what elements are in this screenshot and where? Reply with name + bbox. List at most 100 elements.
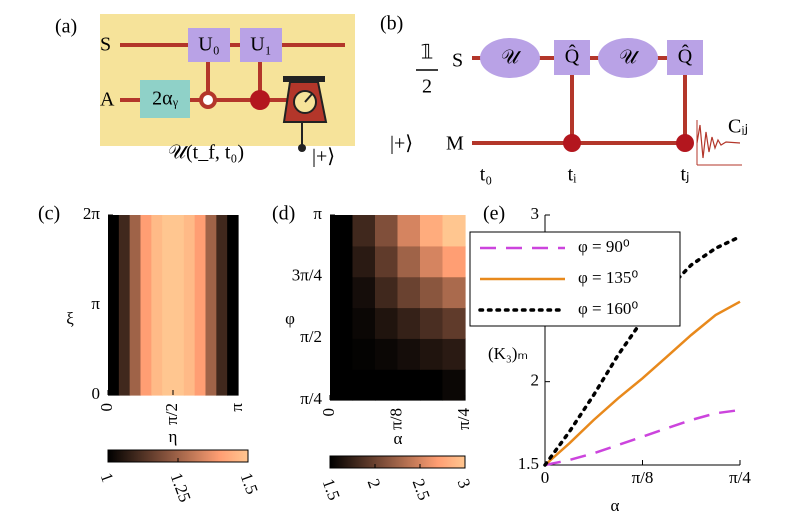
diagram-b: (b) 𝟙 2 S |+⟩ M 𝒰 Q̂ 𝒰 Q̂ t₀ tᵢ tⱼ Cᵢⱼ [380,13,748,186]
heat-cell [397,245,421,278]
panel-label: (e) [483,203,505,225]
panel-label: (a) [55,16,77,38]
heat-cell [173,215,185,396]
heat-cell [397,338,421,370]
heat-cell [375,245,399,278]
heat-cell [216,215,228,396]
gate-label: Q̂ [565,44,580,68]
qubit-label: S [100,34,111,56]
y-axis-label: φ [285,309,295,328]
panel-label: (c) [38,203,60,225]
gate [554,40,590,75]
heat-cell [420,338,444,370]
heat-cell [397,215,421,247]
x-tick-label: 0 [319,408,338,417]
y-axis-label: (K₃)ₘ [488,344,528,363]
x-axis-label: α [611,496,620,515]
heat-cell [397,369,421,401]
meter-dot [298,144,306,152]
heat-cell [352,245,376,278]
y-axis-label: ξ [66,309,74,328]
qubit-label: A [100,89,115,111]
heat-cell [352,369,376,401]
caption: 𝒰(t_f, t₀) [168,142,244,164]
control-filled [563,134,581,152]
y-tick-label: 1.5 [518,454,539,473]
control-filled [250,90,270,110]
qubit-label: M [446,133,464,155]
heat-cell [420,276,444,309]
y-tick-label: π/2 [300,327,322,346]
gate [598,38,658,78]
heat-cell [442,307,466,339]
heat-cell [420,307,444,339]
heat-cell [442,338,466,370]
y-tick-label: 2π [83,204,101,223]
legend-label: φ = 135⁰ [578,268,638,287]
time-label: tⱼ [680,164,689,186]
heat-cell [118,215,131,396]
control-open [199,91,217,109]
heat-cell [442,276,466,309]
gate [240,28,282,62]
heat-cell [375,307,399,339]
gate-label: 𝒰 [501,47,522,69]
gate [480,38,540,78]
heat-cell [442,245,466,278]
heat-cell [194,215,207,396]
gate-label: 𝒰 [619,47,640,69]
y-tick-label: 0 [92,384,101,403]
diagram-a: (a) S A U₀ U₁ 2αᵧ 𝒰(t_f, t₀) |+⟩ [55,14,355,168]
heat-cell [330,338,354,370]
state-label: |+⟩ [390,133,413,155]
line-series [544,408,741,467]
heat-cell [420,245,444,278]
heat-cell [397,276,421,309]
legend-label: φ = 160⁰ [578,299,638,318]
control-filled [676,134,694,152]
qubit-label: S [452,50,463,72]
legend-label: φ = 90⁰ [578,237,630,256]
x-tick-label: π/8 [386,408,405,430]
heat-cell [330,276,354,309]
heat-cell [352,338,376,370]
heat-cell [227,215,239,396]
signal [696,124,741,159]
heat-cell [330,245,354,278]
panel-label: (b) [380,13,403,35]
heat-cell [375,369,399,401]
panel-label: (d) [272,203,295,225]
gate-label: U₀ [198,34,219,56]
x-axis-label: η [169,427,178,446]
gate [667,40,703,75]
heat-cell [330,307,354,339]
x-tick-label: π [227,403,246,412]
x-tick-label: 0 [541,468,550,487]
state-label: |+⟩ [312,146,335,168]
heat-cell [375,215,399,247]
y-tick-label: π/4 [300,389,322,408]
x-tick-label: π/8 [632,468,654,487]
heat-cell [397,307,421,339]
heat-cell [108,215,120,396]
y-tick-label: 3π/4 [292,266,323,285]
y-tick-label: 2 [531,371,540,390]
heat-cell [375,276,399,309]
prefactor: 𝟙 [421,42,434,64]
gate-label: Q̂ [678,44,693,68]
gate [140,80,190,118]
x-tick-label: π/4 [729,468,751,487]
heat-cell [352,276,376,309]
heat-cell [442,369,466,401]
x-axis-label: α [394,429,403,448]
heat-cell [375,338,399,370]
gate-label: 2αᵧ [152,88,178,110]
correlator-label: Cᵢⱼ [728,116,748,138]
line-series [544,300,741,466]
heat-cell [352,307,376,339]
prefactor: 2 [422,76,432,98]
gate-label: U₁ [250,34,271,56]
heat-cell [129,215,142,396]
heat-cell [205,215,217,396]
